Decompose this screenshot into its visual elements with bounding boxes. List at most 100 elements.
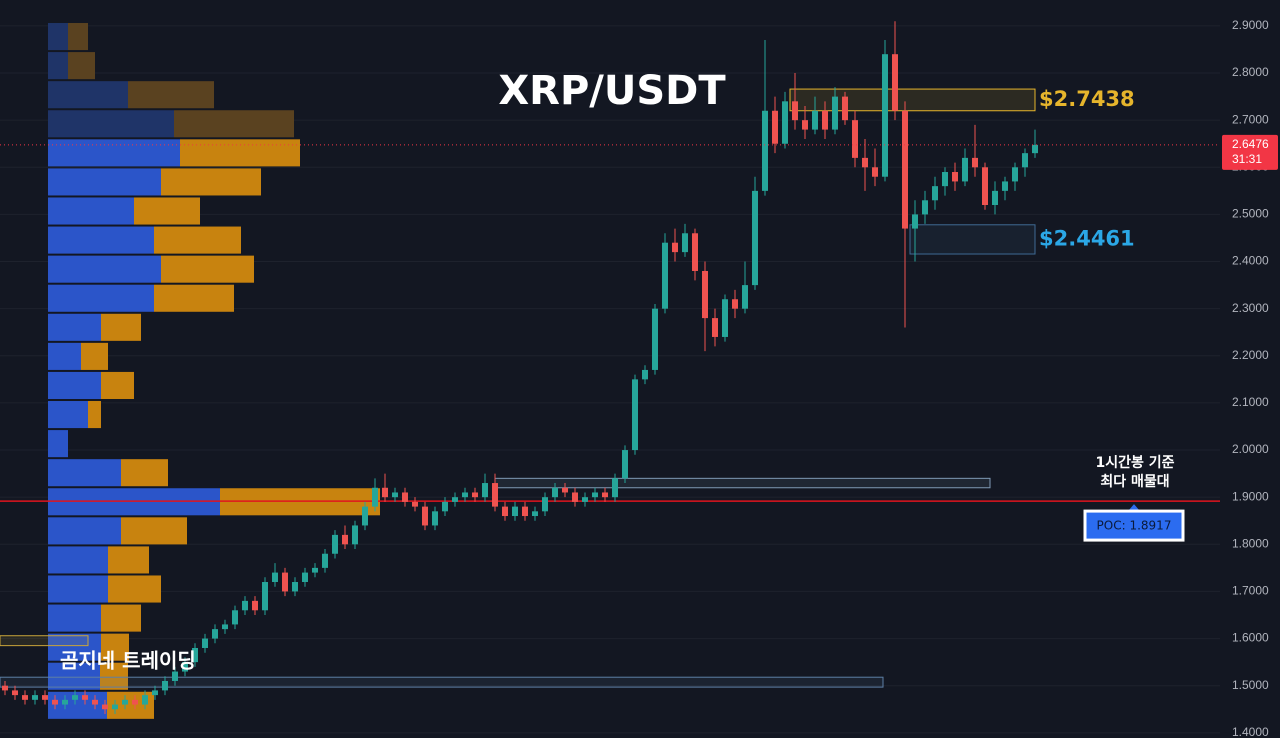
candle-body (62, 699, 68, 705)
candle-body (892, 54, 898, 111)
candle-body (972, 157, 978, 168)
profile-buy (48, 139, 180, 167)
candle-body (282, 572, 288, 592)
poc-box (1083, 509, 1185, 542)
annotation: 1시간봉 기준 (1095, 454, 1174, 471)
candle-body (82, 695, 88, 700)
candle-body (872, 167, 878, 177)
profile-buy (48, 575, 108, 603)
y-tick-label: 1.5000 (1232, 678, 1269, 692)
candle-body (172, 671, 178, 681)
profile-buy (48, 52, 68, 80)
candle-body (332, 534, 338, 554)
candle-body (822, 110, 828, 130)
profile-buy (48, 517, 121, 545)
candle-body (742, 285, 748, 309)
candle-body (962, 157, 968, 182)
profile-buy (48, 371, 101, 400)
overlay: 1.4000 1.5000 1.6000 1.7000 1.8000 1.9000 2.00… (0, 18, 1278, 738)
candle-body (202, 638, 208, 648)
candle-body (682, 233, 688, 253)
candle-body (412, 501, 418, 507)
y-tick-label: 1.8000 (1232, 536, 1269, 550)
profile-buy (48, 110, 174, 138)
profile-sell (174, 110, 294, 138)
candle-body (22, 695, 28, 700)
profile-sell (100, 662, 128, 690)
candle-body (512, 506, 518, 517)
zone-label: $2.4461 (1039, 226, 1135, 250)
chart-title: XRP/USDT (498, 68, 726, 114)
candle-body (112, 704, 118, 710)
y-tick-label: 2.4000 (1232, 254, 1269, 268)
y-tick-label: 2.8000 (1232, 65, 1269, 79)
candles (2, 21, 1038, 714)
profile-sell (108, 575, 161, 603)
y-tick-label: 1.6000 (1232, 631, 1269, 645)
profile-buy (48, 23, 68, 51)
candle-body (672, 242, 678, 253)
candle-body (422, 506, 428, 526)
profile-buy (48, 633, 101, 661)
candle-body (352, 525, 358, 545)
candle-body (692, 233, 698, 271)
candle-body (912, 214, 918, 229)
candle-body (472, 492, 478, 498)
candle-body (922, 200, 928, 215)
candle-body (492, 483, 498, 507)
y-tick-label: 2.9000 (1232, 18, 1269, 32)
annotation: 최다 매물대 (1100, 474, 1169, 490)
candle-body (322, 553, 328, 568)
candle-body (942, 172, 948, 187)
y-tick-label: 2.0000 (1232, 442, 1269, 456)
candle-body (432, 511, 438, 526)
candle-body (482, 483, 488, 498)
y-tick-label: 2.3000 (1232, 301, 1269, 315)
profile-buy (48, 313, 101, 341)
candle-body (302, 572, 308, 583)
zone (789, 88, 1036, 112)
candle-body (152, 690, 158, 696)
candle-body (752, 190, 758, 286)
y-tick-label: 2.2000 (1232, 348, 1269, 362)
candle-body (292, 582, 298, 592)
candle-body (542, 497, 548, 512)
profile-buy (48, 284, 154, 312)
profile-buy (48, 604, 101, 632)
candle-body (982, 167, 988, 205)
candle-body (232, 610, 238, 625)
profile-buy (48, 81, 128, 109)
zone (909, 224, 1036, 255)
candle-body (652, 308, 658, 370)
poc-label: POC: 1.8917 (1097, 519, 1172, 533)
poc-pointer (1128, 504, 1140, 512)
zone (0, 635, 89, 647)
candle-body (182, 662, 188, 672)
candle-body (902, 110, 908, 229)
candle-body (1022, 153, 1028, 168)
profile-sell (121, 517, 187, 545)
candle-body (1002, 181, 1008, 191)
candle-body (722, 299, 728, 337)
candle-body (362, 506, 368, 526)
candle-body (92, 699, 98, 705)
candle-body (222, 624, 228, 630)
candle-body (762, 110, 768, 191)
profile-buy (48, 342, 81, 370)
candle-body (212, 629, 218, 639)
watermark: 곰지네 트레이딩 (60, 649, 196, 673)
zone (0, 676, 884, 688)
volume-profile (48, 23, 380, 719)
y-tick-label: 1.9000 (1232, 489, 1269, 503)
candle-body (382, 487, 388, 498)
candle-body (772, 110, 778, 144)
candle-body (402, 492, 408, 502)
candle-body (662, 242, 668, 309)
candle-body (2, 685, 8, 691)
candle-body (702, 270, 708, 319)
candle-body (572, 492, 578, 502)
candle-body (842, 96, 848, 121)
y-tick-label: 1.7000 (1232, 584, 1269, 598)
candle-body (532, 511, 538, 517)
